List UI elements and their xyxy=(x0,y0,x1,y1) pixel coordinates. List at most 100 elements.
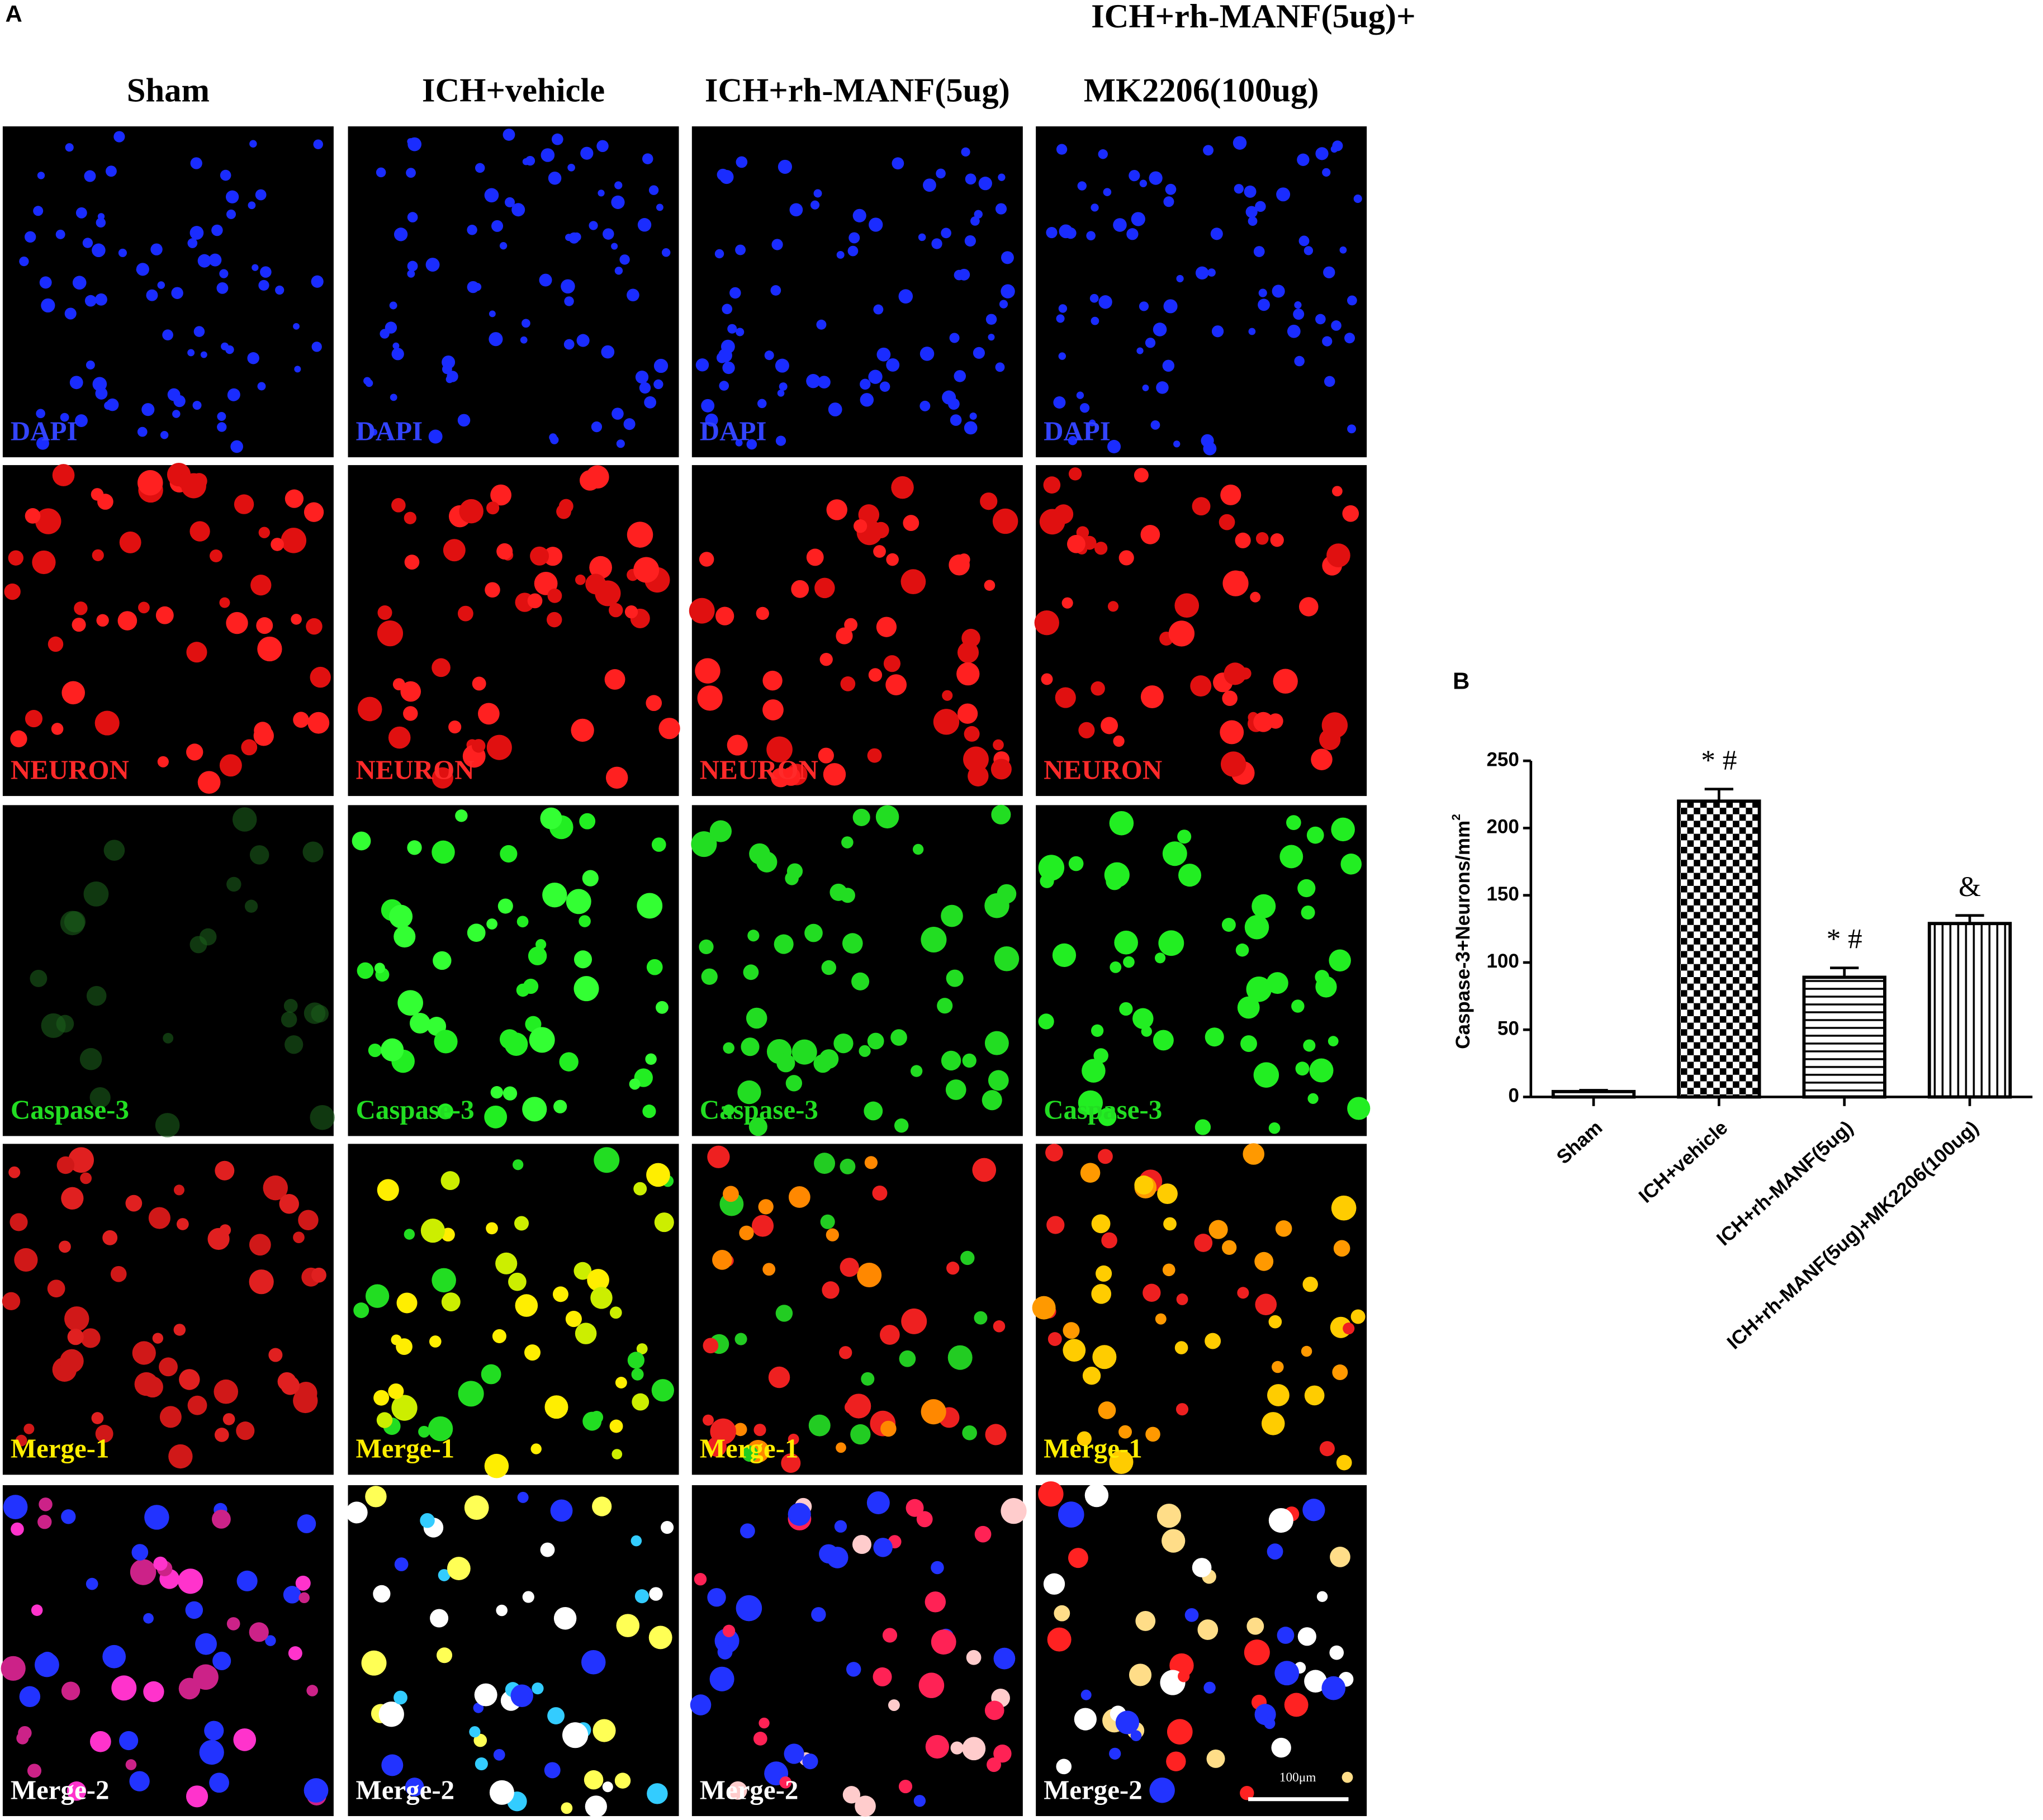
cell xyxy=(718,348,732,363)
cell xyxy=(567,163,575,172)
cell xyxy=(14,1248,38,1272)
cell xyxy=(990,759,1012,780)
cell xyxy=(806,548,824,566)
cell xyxy=(957,703,978,724)
cell xyxy=(505,197,515,207)
cell xyxy=(199,1740,224,1765)
cell xyxy=(432,840,455,864)
cell xyxy=(840,676,856,691)
cell xyxy=(36,409,45,419)
cell xyxy=(813,189,822,198)
cell xyxy=(517,1491,529,1503)
cell xyxy=(524,1344,541,1361)
cell xyxy=(178,1568,203,1594)
bar xyxy=(1677,799,1761,1099)
cell xyxy=(1277,1627,1295,1644)
cell xyxy=(779,382,788,391)
cell xyxy=(1077,181,1087,191)
cell xyxy=(573,950,592,969)
cell xyxy=(277,1372,296,1391)
cell xyxy=(1203,145,1214,156)
cell xyxy=(1234,184,1244,194)
cell xyxy=(471,739,486,753)
cell xyxy=(10,730,27,747)
cell xyxy=(288,1646,302,1661)
cell xyxy=(131,1544,149,1561)
cell xyxy=(311,1267,326,1283)
cell xyxy=(873,1538,893,1557)
cell xyxy=(1056,144,1068,155)
cell xyxy=(143,1681,164,1703)
cell xyxy=(306,618,323,635)
cell xyxy=(409,1013,430,1034)
cell xyxy=(999,300,1008,309)
cell xyxy=(1086,231,1096,240)
cell xyxy=(41,1013,66,1038)
cell xyxy=(1206,1749,1225,1768)
cell xyxy=(1297,879,1316,898)
cell xyxy=(1077,1431,1092,1446)
cell xyxy=(34,1652,59,1677)
cell xyxy=(540,807,562,830)
cell xyxy=(646,695,662,712)
cell xyxy=(547,588,562,603)
cell xyxy=(642,1105,656,1118)
cell xyxy=(74,601,88,615)
cell xyxy=(89,1087,111,1108)
cell xyxy=(614,1772,631,1789)
cell xyxy=(197,771,221,794)
cell xyxy=(1279,845,1303,869)
y-tick-label: 200 xyxy=(1487,816,1519,838)
cell xyxy=(1304,1670,1327,1693)
cell xyxy=(473,1733,487,1747)
cell xyxy=(493,1748,505,1761)
cell xyxy=(717,1644,733,1660)
cell xyxy=(1243,1143,1265,1165)
cell xyxy=(1080,1163,1101,1183)
cell xyxy=(1038,855,1065,881)
cell xyxy=(195,1633,217,1655)
cell xyxy=(788,1503,811,1526)
cell xyxy=(1059,224,1073,239)
cell xyxy=(48,636,64,652)
cell xyxy=(486,734,512,760)
cell xyxy=(1219,514,1235,530)
cell xyxy=(504,1032,528,1056)
cell xyxy=(942,690,953,701)
cell xyxy=(840,1258,859,1277)
cell xyxy=(766,736,793,763)
cell xyxy=(941,1050,961,1071)
cell xyxy=(255,189,267,201)
cell xyxy=(882,1628,898,1643)
cell xyxy=(486,1222,498,1235)
cell xyxy=(153,1556,168,1571)
cell xyxy=(826,499,847,520)
cell xyxy=(516,983,530,997)
cell xyxy=(918,233,926,241)
cell xyxy=(247,352,259,364)
cell xyxy=(582,1411,602,1431)
cell xyxy=(172,410,181,418)
cell xyxy=(1319,728,1341,751)
cell xyxy=(176,1218,189,1230)
cell xyxy=(1347,1097,1371,1120)
cell xyxy=(294,366,301,373)
cell xyxy=(1132,1008,1154,1030)
cell xyxy=(828,402,842,416)
column-header: ICH+vehicle xyxy=(422,72,605,110)
cell xyxy=(469,1726,481,1738)
cell xyxy=(791,1039,817,1065)
cell xyxy=(1195,266,1209,280)
cell xyxy=(651,1379,674,1402)
cell xyxy=(376,167,386,178)
cell xyxy=(472,676,486,691)
cell xyxy=(890,1029,907,1046)
cell xyxy=(948,398,960,410)
cell xyxy=(605,766,628,789)
cell xyxy=(125,1195,143,1212)
cell xyxy=(1162,1263,1175,1277)
cell xyxy=(756,606,769,620)
cell xyxy=(503,1086,518,1101)
cell xyxy=(1322,336,1333,347)
cell xyxy=(491,220,504,232)
